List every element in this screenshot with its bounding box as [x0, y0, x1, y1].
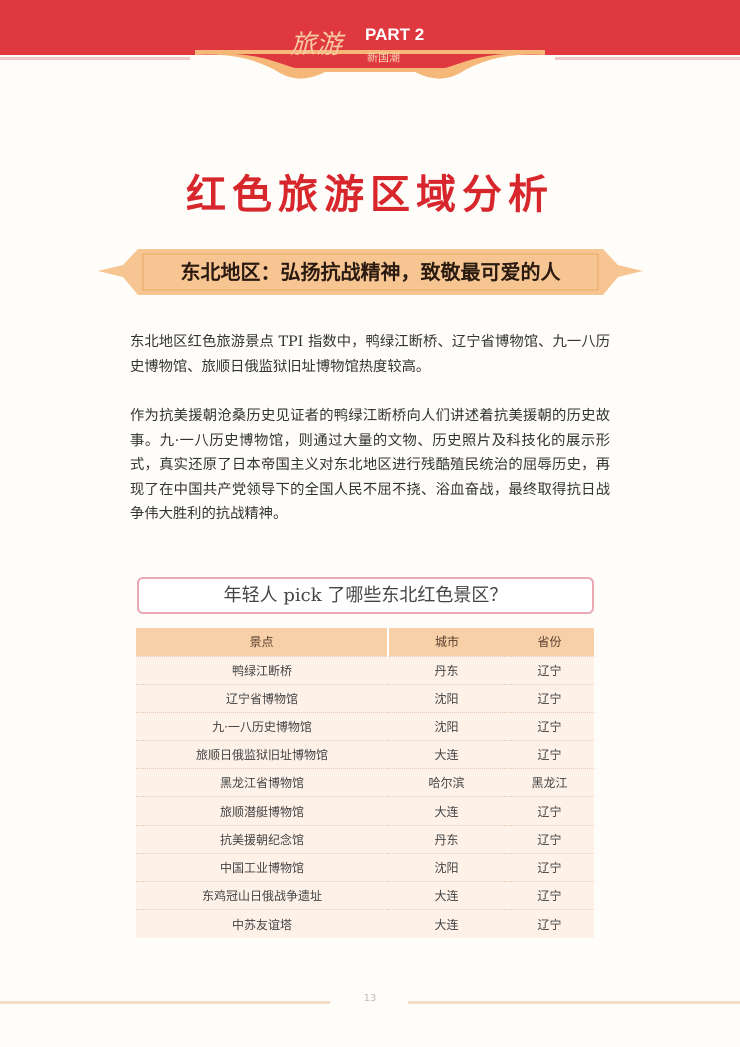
badge-subtitle: 新国潮	[367, 51, 400, 64]
footer-divider-right	[408, 1001, 740, 1004]
cell-city: 大连	[388, 909, 505, 938]
cell-attraction: 东鸡冠山日俄战争遗址	[136, 880, 388, 910]
cell-city: 大连	[388, 796, 505, 826]
page-title: 红色旅游区域分析	[186, 171, 554, 218]
cell-province: 辽宁	[505, 796, 594, 826]
footer-divider-left	[0, 1001, 330, 1004]
cell-city: 沈阳	[388, 852, 505, 882]
table-row: 黑龙江省博物馆 哈尔滨 黑龙江	[136, 768, 594, 797]
table-title: 年轻人 pick 了哪些东北红色景区？	[137, 577, 594, 614]
cell-city: 丹东	[388, 824, 505, 854]
header-province: 省份	[505, 628, 594, 656]
cell-province: 辽宁	[505, 683, 594, 713]
cell-attraction: 九·一八历史博物馆	[136, 711, 388, 741]
cell-city: 大连	[388, 880, 505, 910]
cell-attraction: 旅顺潜艇博物馆	[136, 796, 388, 826]
table-row: 中苏友谊塔 大连 辽宁	[136, 909, 594, 938]
table-row: 九·一八历史博物馆 沈阳 辽宁	[136, 711, 594, 741]
attractions-table: 景点 城市 省份 鸭绿江断桥 丹东 辽宁 辽宁省博物馆 沈阳 辽宁 九·一八历史博物馆 沈阳辽…	[136, 628, 594, 938]
part-badge: 旅游 PART 2 新国潮	[285, 22, 445, 68]
cell-attraction: 中国工业博物馆	[136, 852, 388, 882]
cell-attraction: 抗美援朝纪念馆	[136, 824, 388, 854]
page-number: 13	[363, 993, 377, 1004]
cell-attraction: 旅顺日俄监狱旧址博物馆	[136, 740, 388, 769]
table-row: 旅顺潜艇博物馆 大连 辽宁	[136, 796, 594, 826]
body-paragraph: 作为抗美援朝沧桑历史见证者的鸭绿江断桥向人们讲述着抗美援朝的历史故事。九·一八历…	[130, 408, 610, 522]
cell-province: 辽宁	[505, 740, 594, 769]
table-row: 抗美援朝纪念馆 丹东 辽宁	[136, 824, 594, 854]
cell-province: 辽宁	[505, 655, 594, 685]
table-row: 旅顺日俄监狱旧址博物馆 大连 辽宁	[136, 740, 594, 769]
cloud-ornament-icon	[195, 50, 545, 79]
header-city: 城市	[388, 628, 505, 656]
header-divider-left	[0, 57, 190, 60]
badge-part: PART 2	[365, 25, 425, 44]
table-row: 辽宁省博物馆 沈阳 辽宁	[136, 683, 594, 713]
cell-city: 哈尔滨	[388, 768, 505, 797]
cell-province: 辽宁	[505, 824, 594, 854]
cell-city: 沈阳	[388, 683, 505, 713]
header-bar	[0, 0, 740, 55]
table-header-row: 景点 城市 省份	[136, 628, 594, 656]
cell-province: 辽宁	[505, 909, 594, 938]
section-banner-ornament-icon	[98, 249, 643, 295]
header-divider-right	[555, 57, 740, 60]
cell-city: 大连	[388, 740, 505, 769]
cell-city: 丹东	[388, 655, 505, 685]
cell-attraction: 鸭绿江断桥	[136, 655, 388, 685]
table-row: 中国工业博物馆 沈阳 辽宁	[136, 852, 594, 882]
cell-province: 辽宁	[505, 852, 594, 882]
badge-series: 旅游	[290, 30, 343, 60]
header-attraction: 景点	[136, 628, 389, 656]
cell-city: 沈阳	[388, 711, 505, 741]
cell-province: 辽宁	[505, 711, 594, 741]
cell-attraction: 辽宁省博物馆	[136, 683, 388, 713]
section-heading: 东北地区：弘扬抗战精神，致敬最可爱的人	[180, 260, 561, 284]
cell-province: 辽宁	[505, 880, 594, 910]
cell-attraction: 中苏友谊塔	[136, 909, 388, 938]
cell-province: 黑龙江	[505, 768, 594, 797]
intro-paragraph: 东北地区红色旅游景点 TPI 指数中，鸭绿江断桥、辽宁省博物馆、九一八历史博物馆…	[130, 334, 610, 375]
table-row: 东鸡冠山日俄战争遗址 大连 辽宁	[136, 880, 594, 910]
table-row: 鸭绿江断桥 丹东 辽宁	[136, 655, 594, 685]
cell-attraction: 黑龙江省博物馆	[136, 768, 388, 797]
